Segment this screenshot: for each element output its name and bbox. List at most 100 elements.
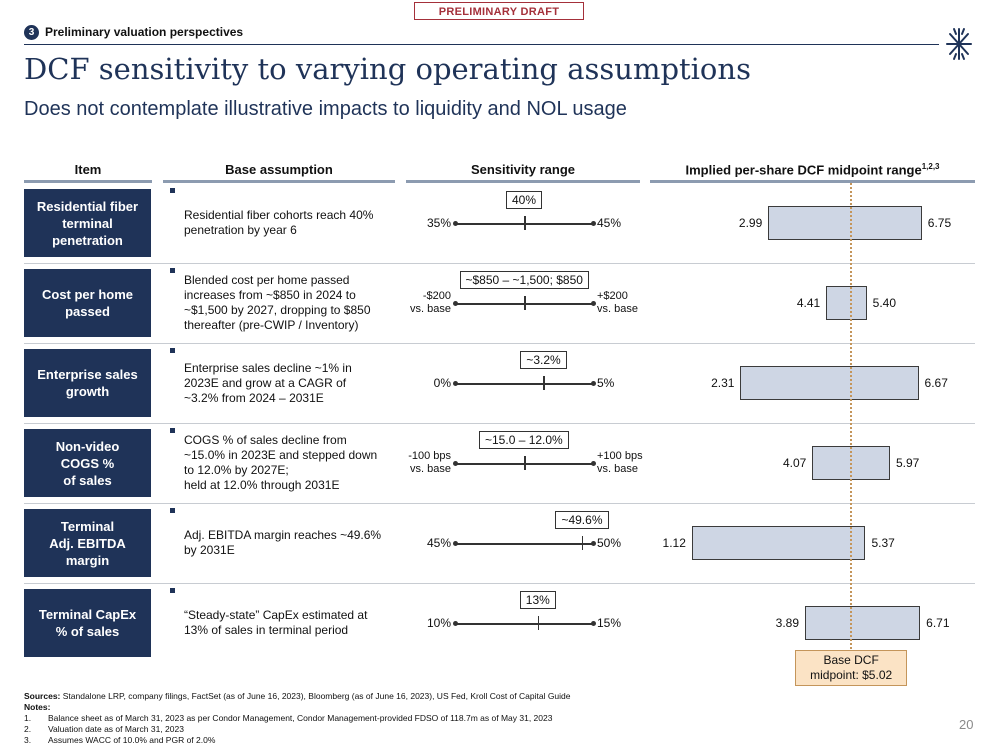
column-header-base: Base assumption <box>225 162 333 177</box>
implied-range-bar <box>826 286 867 320</box>
sensitivity-high-label: 45% <box>597 216 622 230</box>
base-dcf-midpoint-label: Base DCF midpoint: $5.02 <box>795 650 908 686</box>
bullet-square-icon <box>170 188 175 193</box>
sensitivity-high-label: 50% <box>597 536 622 550</box>
column-header-item: Item <box>74 162 102 177</box>
note-item: 2. Valuation date as of March 31, 2023 <box>24 724 571 735</box>
sensitivity-low-dot <box>453 381 458 386</box>
implied-high-value: 5.97 <box>895 456 920 470</box>
row-item-label: Terminal Adj. EBITDA margin <box>24 509 151 577</box>
implied-range-bar <box>740 366 919 400</box>
sensitivity-base-callout: ~3.2% <box>520 351 567 369</box>
section-rule <box>24 44 939 45</box>
note-number: 2. <box>24 724 32 734</box>
sensitivity-low-label: -$200 vs. base <box>410 290 451 315</box>
implied-high-value: 5.40 <box>872 296 897 310</box>
implied-range-bar <box>768 206 922 240</box>
page-subtitle: Does not contemplate illustrative impact… <box>24 98 627 120</box>
base-dcf-midpoint-line <box>850 183 853 653</box>
sensitivity-line <box>455 543 593 545</box>
sensitivity-low-dot <box>453 301 458 306</box>
note-number: 3. <box>24 735 32 745</box>
implied-range-bar <box>805 606 921 640</box>
base-assumption: “Steady-state” CapEx estimated at 13% of… <box>170 583 400 663</box>
sensitivity-base-tick <box>537 616 540 630</box>
row-item-label: Enterprise sales growth <box>24 349 151 417</box>
notes-label: Notes: <box>24 702 51 712</box>
base-assumption: Residential fiber cohorts reach 40% pene… <box>170 183 400 263</box>
base-assumption: COGS % of sales decline from ~15.0% in 2… <box>170 423 400 503</box>
sources-line: Sources: Standalone LRP, company filings… <box>24 691 571 702</box>
base-assumption-text: Enterprise sales decline ~1% in 2023E an… <box>184 360 352 405</box>
implied-high-value: 6.75 <box>927 216 952 230</box>
base-assumption-text: “Steady-state” CapEx estimated at 13% of… <box>184 608 368 637</box>
sensitivity-low-dot <box>453 621 458 626</box>
bullet-square-icon <box>170 588 175 593</box>
page-number: 20 <box>959 717 974 732</box>
note-item: 1. Balance sheet as of March 31, 2023 as … <box>24 713 571 724</box>
note-text: Assumes WACC of 10.0% and PGR of 2.0% <box>48 735 216 745</box>
sensitivity-low-label: 35% <box>426 216 451 230</box>
row-separator <box>24 343 975 344</box>
sensitivity-low-dot <box>453 541 458 546</box>
sensitivity-high-dot <box>591 221 596 226</box>
column-rule-item <box>24 180 152 183</box>
note-text: Valuation date as of March 31, 2023 <box>48 724 184 734</box>
row-item-label: Residential fiber terminal penetration <box>24 189 151 257</box>
sensitivity-low-label: 0% <box>433 376 451 390</box>
column-header-implied-footnote: 1,2,3 <box>921 162 940 171</box>
sensitivity-line <box>455 383 593 385</box>
sensitivity-base-tick <box>524 216 526 230</box>
base-assumption: Enterprise sales decline ~1% in 2023E an… <box>170 343 400 423</box>
asterisk-logo-icon <box>946 28 972 60</box>
base-assumption-text: Blended cost per home passed increases f… <box>184 273 371 332</box>
sources-text: Standalone LRP, company filings, FactSet… <box>60 691 571 701</box>
column-header-implied: Implied per-share DCF midpoint range1,2,… <box>650 162 975 177</box>
bullet-square-icon <box>170 268 175 273</box>
row-separator <box>24 583 975 584</box>
implied-low-value: 2.99 <box>738 216 763 230</box>
sensitivity-low-label: 10% <box>426 616 451 630</box>
sensitivity-base-tick <box>524 296 526 310</box>
implied-low-value: 1.12 <box>662 536 686 550</box>
sensitivity-high-dot <box>591 301 596 306</box>
implied-low-value: 2.31 <box>711 376 735 390</box>
preliminary-draft-banner: PRELIMINARY DRAFT <box>414 2 584 20</box>
column-header-implied-text: Implied per-share DCF midpoint range <box>685 162 922 178</box>
bullet-square-icon <box>170 508 175 513</box>
sensitivity-high-label: 5% <box>597 376 615 390</box>
sensitivity-low-label: 45% <box>426 536 451 550</box>
sensitivity-high-dot <box>591 381 596 386</box>
implied-low-value: 3.89 <box>775 616 799 630</box>
sensitivity-base-callout: ~15.0 – 12.0% <box>479 431 569 449</box>
sensitivity-low-label: -100 bps vs. base <box>408 450 451 475</box>
sensitivity-base-callout: ~49.6% <box>555 511 609 529</box>
sensitivity-high-label: +$200 vs. base <box>597 290 638 315</box>
sources-label: Sources: <box>24 691 61 701</box>
implied-range-bar <box>691 526 866 560</box>
base-assumption: Adj. EBITDA margin reaches ~49.6% by 203… <box>170 503 400 583</box>
bullet-square-icon <box>170 428 175 433</box>
sensitivity-base-callout: 40% <box>506 191 543 209</box>
sensitivity-low-dot <box>453 221 458 226</box>
column-rule-range <box>406 180 640 183</box>
base-assumption-text: COGS % of sales decline from ~15.0% in 2… <box>184 433 378 492</box>
section-number-badge: 3 <box>24 25 39 40</box>
bullet-square-icon <box>170 348 175 353</box>
sensitivity-high-dot <box>591 541 596 546</box>
implied-high-value: 6.67 <box>924 376 948 390</box>
sensitivity-base-callout: ~$850 – ~1,500; $850 <box>459 271 589 289</box>
implied-low-value: 4.41 <box>796 296 821 310</box>
row-separator <box>24 503 975 504</box>
sensitivity-high-dot <box>591 461 596 466</box>
sensitivity-low-dot <box>453 461 458 466</box>
column-rule-base <box>163 180 395 183</box>
base-assumption-text: Adj. EBITDA margin reaches ~49.6% by 203… <box>184 528 382 557</box>
row-item-label: Terminal CapEx % of sales <box>24 589 151 657</box>
note-number: 1. <box>24 713 32 723</box>
section-title: Preliminary valuation perspectives <box>45 25 244 39</box>
sensitivity-high-label: +100 bps vs. base <box>597 450 643 475</box>
page-title: DCF sensitivity to varying operating ass… <box>24 52 751 86</box>
footnotes: Sources: Standalone LRP, company filings… <box>24 691 571 746</box>
implied-low-value: 4.07 <box>782 456 807 470</box>
